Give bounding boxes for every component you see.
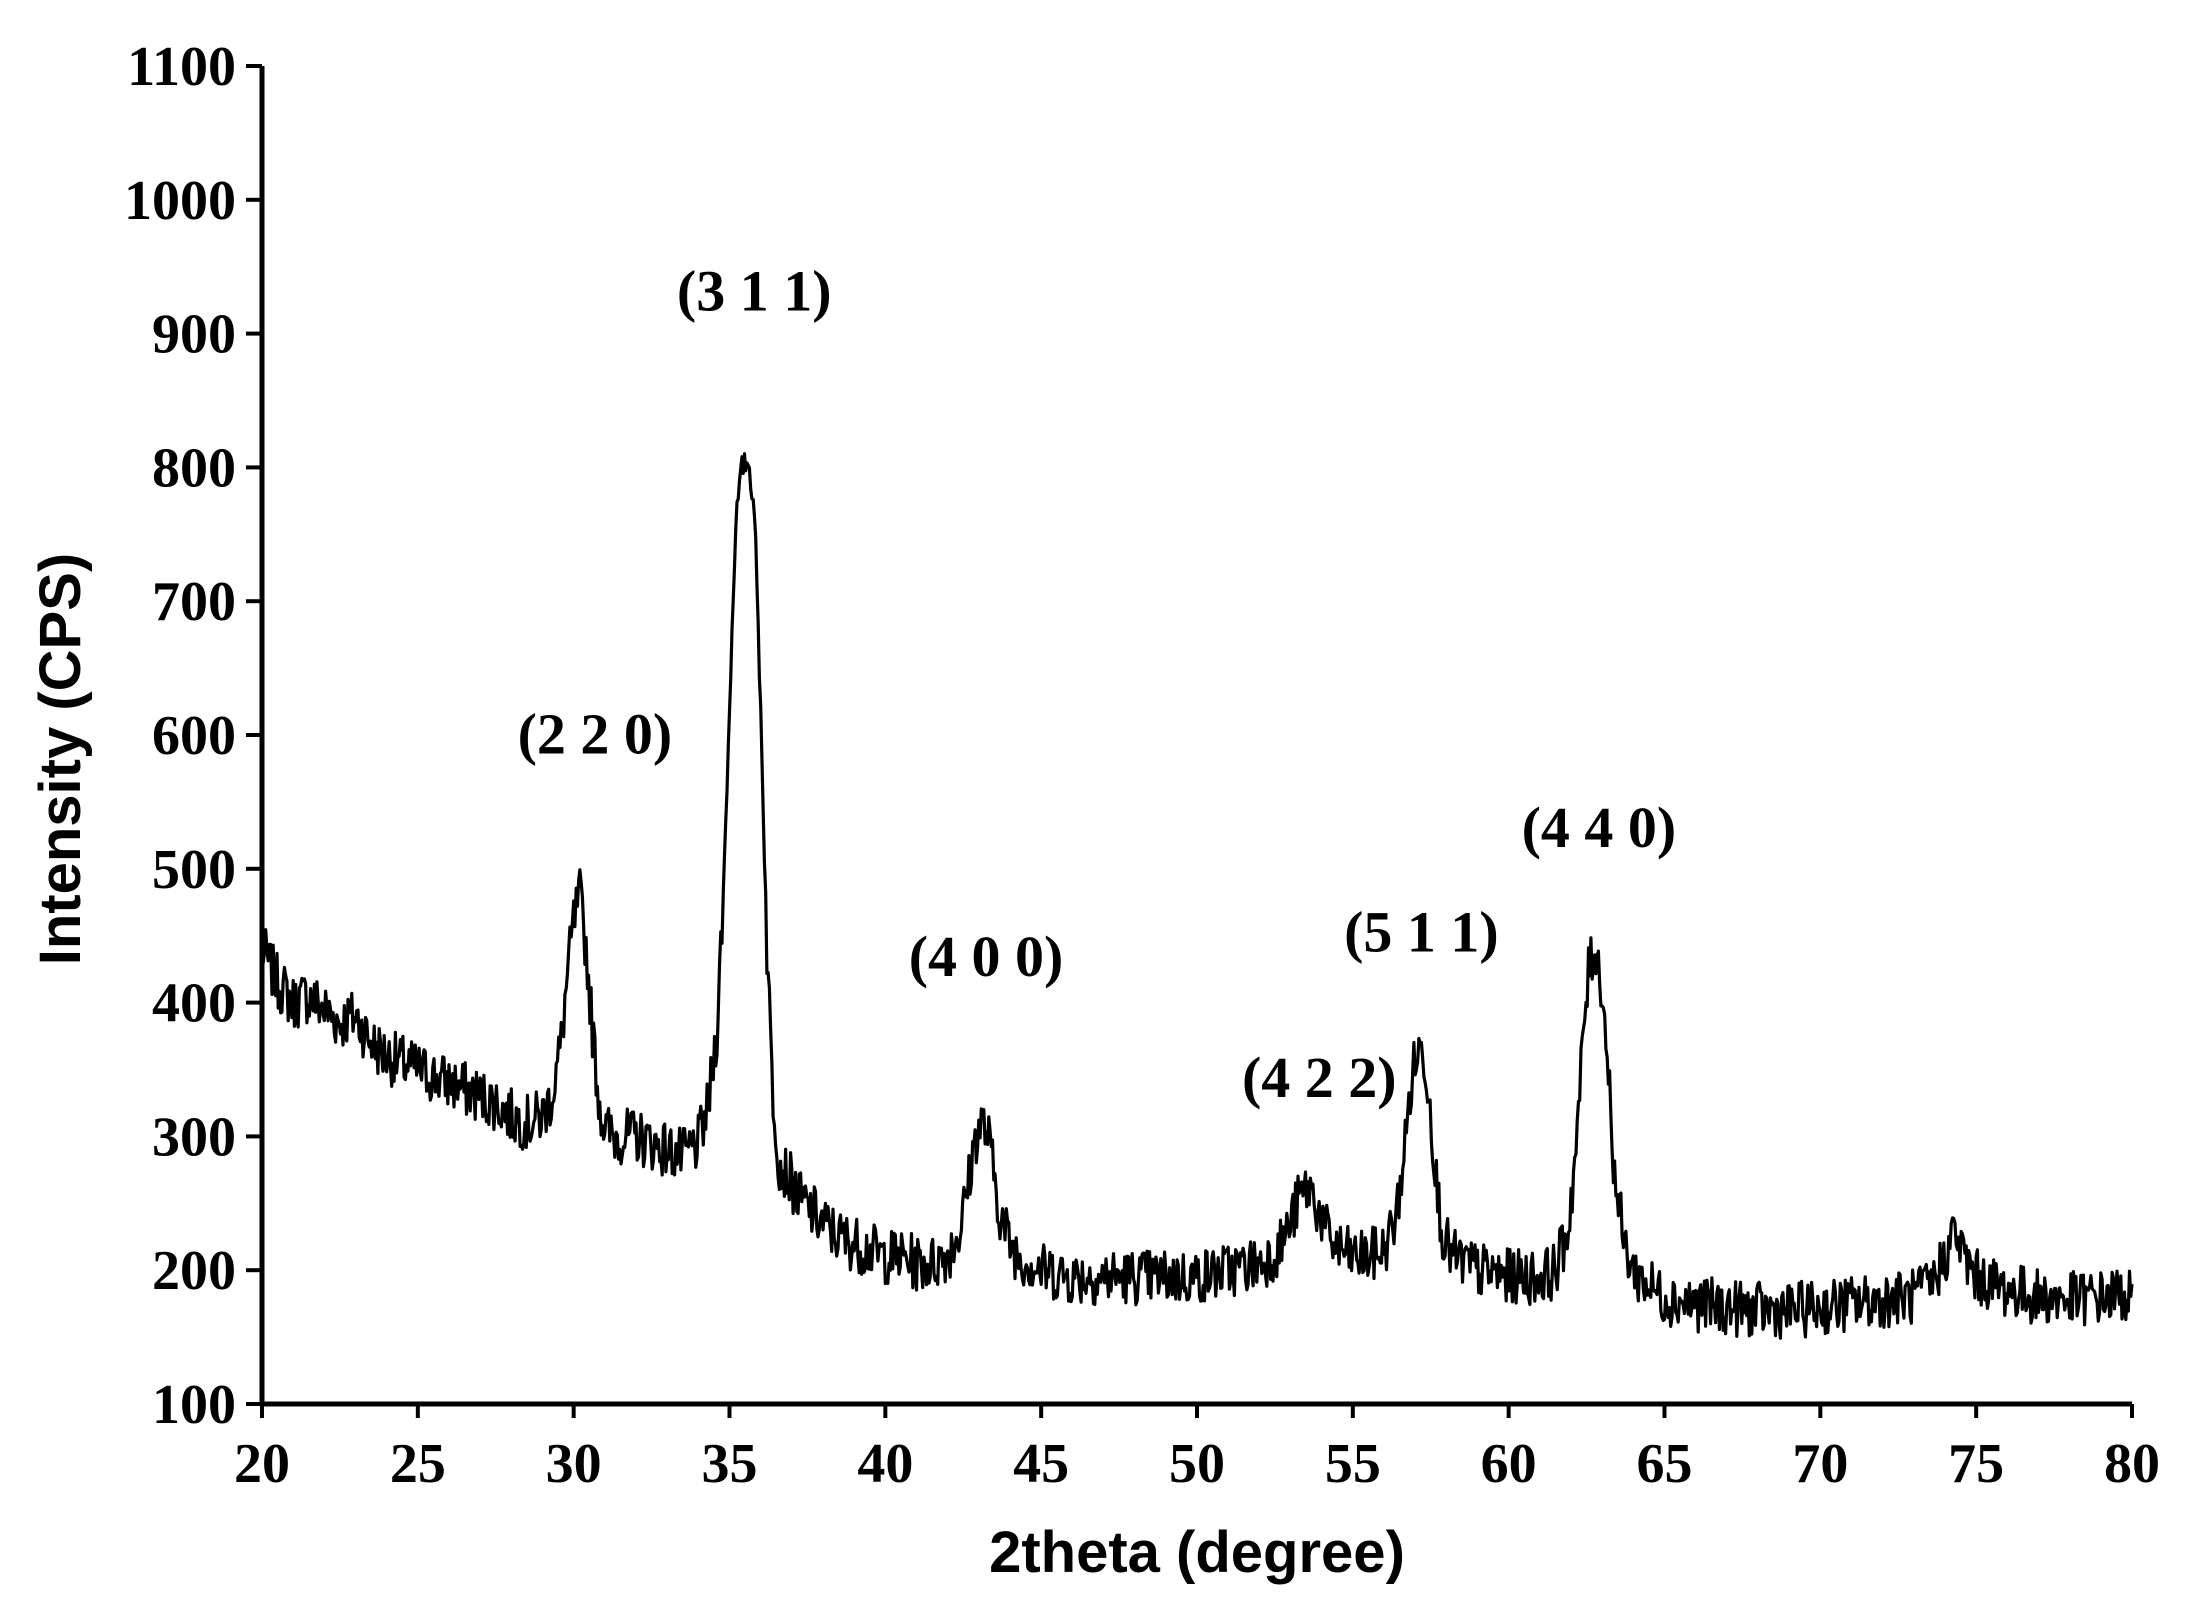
y-tick-label: 100 [152, 1374, 236, 1436]
y-tick-label: 500 [152, 839, 236, 901]
y-tick-label: 700 [152, 571, 236, 633]
peak-labels: (2 2 0) (3 1 1) (4 0 0) (4 2 2) (5 1 1) (4 4 … [518, 259, 1677, 1111]
x-axis-title: 2theta (degree) [989, 1520, 1405, 1585]
x-tick-label: 55 [1325, 1433, 1381, 1495]
y-tick-label: 1000 [124, 170, 236, 232]
peak-label: (5 1 1) [1344, 899, 1499, 964]
peak-label: (4 2 2) [1242, 1045, 1397, 1110]
x-tick-label: 25 [390, 1433, 446, 1495]
x-tick-label: 40 [857, 1433, 913, 1495]
peak-label: (2 2 0) [518, 702, 673, 767]
y-tick-label: 200 [152, 1240, 236, 1302]
y-tick-label: 400 [152, 973, 236, 1035]
y-tick-label: 1100 [127, 36, 236, 98]
y-axis-title: Intensity (CPS) [28, 553, 93, 966]
x-tick-label: 20 [234, 1433, 290, 1495]
x-tick-label: 45 [1013, 1433, 1069, 1495]
peak-label: (3 1 1) [677, 259, 832, 324]
xrd-pattern-line [260, 452, 2134, 1340]
y-tick-label: 900 [152, 304, 236, 366]
x-tick-label: 75 [1948, 1433, 2004, 1495]
x-tick-label: 35 [702, 1433, 758, 1495]
peak-label: (4 0 0) [909, 924, 1064, 989]
y-tick-label: 300 [152, 1106, 236, 1168]
x-tick-label: 65 [1637, 1433, 1693, 1495]
ticks: 20 25 30 35 40 45 50 55 60 65 70 75 80 100 200 300 400 50… [124, 36, 2160, 1495]
x-tick-label: 80 [2104, 1433, 2160, 1495]
peak-label: (4 4 0) [1522, 795, 1677, 860]
x-tick-label: 30 [546, 1433, 602, 1495]
y-tick-label: 600 [152, 705, 236, 767]
y-tick-label: 800 [152, 437, 236, 499]
x-tick-label: 50 [1169, 1433, 1225, 1495]
x-tick-label: 70 [1792, 1433, 1848, 1495]
x-tick-label: 60 [1481, 1433, 1537, 1495]
